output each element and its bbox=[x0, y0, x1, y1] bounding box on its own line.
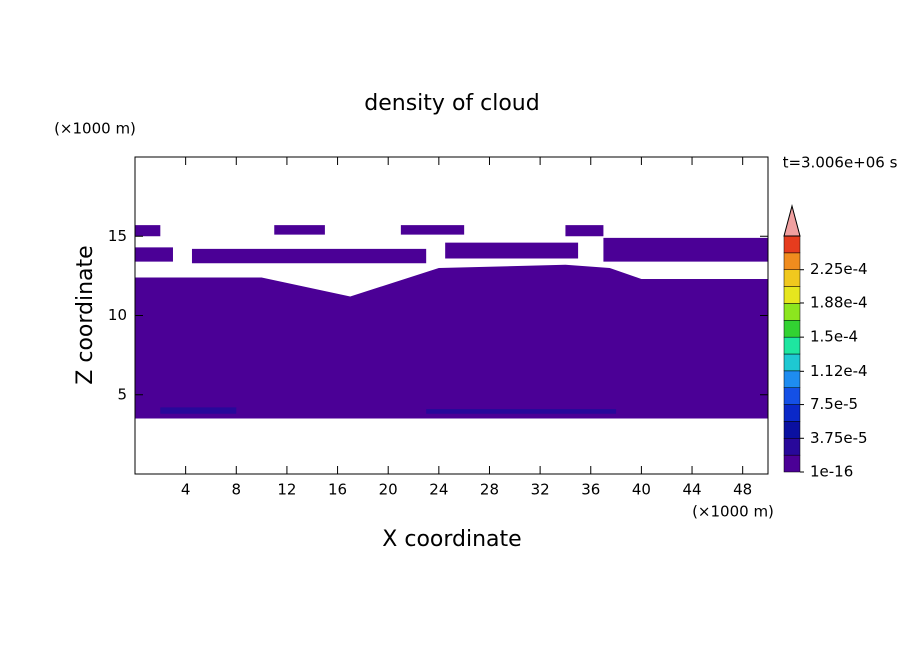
y-tick-label: 5 bbox=[117, 385, 127, 403]
color-band bbox=[783, 421, 801, 439]
x-tick-label: 44 bbox=[682, 481, 701, 499]
cloud-region bbox=[191, 248, 427, 264]
x-tick-label: 8 bbox=[232, 481, 242, 499]
cloud-region bbox=[426, 409, 617, 414]
cloud-region bbox=[135, 264, 768, 419]
cloud-region bbox=[274, 225, 325, 235]
color-band bbox=[783, 370, 801, 388]
colorbar-label: 3.75e-5 bbox=[810, 429, 868, 447]
cloud-region bbox=[400, 225, 465, 235]
color-band bbox=[783, 353, 801, 372]
y-tick-label: 15 bbox=[108, 227, 127, 245]
x-tick-label: 48 bbox=[733, 481, 752, 499]
colorbar-label: 1.88e-4 bbox=[810, 293, 868, 311]
x-tick-label: 24 bbox=[429, 481, 448, 499]
color-band bbox=[783, 252, 801, 270]
y-tick-label: 10 bbox=[108, 306, 127, 324]
colorbar-label: 7.5e-5 bbox=[810, 395, 858, 413]
x-tick-label: 32 bbox=[531, 481, 550, 499]
color-band bbox=[783, 269, 801, 287]
color-band bbox=[783, 438, 801, 456]
cloud-region bbox=[160, 407, 237, 414]
x-unit: (×1000 m) bbox=[692, 503, 774, 521]
x-tick-label: 36 bbox=[581, 481, 600, 499]
x-axis-label: X coordinate bbox=[382, 527, 521, 552]
cloud-region bbox=[565, 225, 604, 237]
color-band bbox=[783, 336, 801, 355]
colorbar-label: 1e-16 bbox=[810, 463, 853, 481]
x-tick-label: 16 bbox=[328, 481, 347, 499]
x-tick-label: 40 bbox=[632, 481, 651, 499]
cloud-region bbox=[135, 247, 173, 262]
color-band bbox=[783, 404, 801, 422]
x-tick-label: 28 bbox=[480, 481, 499, 499]
color-band bbox=[783, 454, 801, 473]
chart-title: density of cloud bbox=[364, 91, 539, 116]
cloud-region bbox=[445, 242, 579, 259]
color-band bbox=[783, 235, 801, 254]
x-tick-label: 4 bbox=[181, 481, 191, 499]
colorbar-label: 1.5e-4 bbox=[810, 328, 858, 346]
color-band bbox=[783, 303, 801, 321]
cloud-region bbox=[603, 237, 768, 262]
x-tick-label: 12 bbox=[277, 481, 296, 499]
y-axis-label: Z coordinate bbox=[73, 245, 98, 384]
colorbar-label: 1.12e-4 bbox=[810, 362, 868, 380]
y-unit: (×1000 m) bbox=[54, 120, 136, 138]
cloud-region bbox=[135, 225, 161, 237]
color-band bbox=[783, 387, 801, 405]
color-band bbox=[783, 286, 801, 304]
color-band bbox=[783, 320, 801, 338]
time-label: t=3.006e+06 s bbox=[783, 154, 898, 172]
x-tick-label: 20 bbox=[379, 481, 398, 499]
over-triangle bbox=[783, 204, 801, 237]
colorbar-label: 2.25e-4 bbox=[810, 260, 868, 278]
